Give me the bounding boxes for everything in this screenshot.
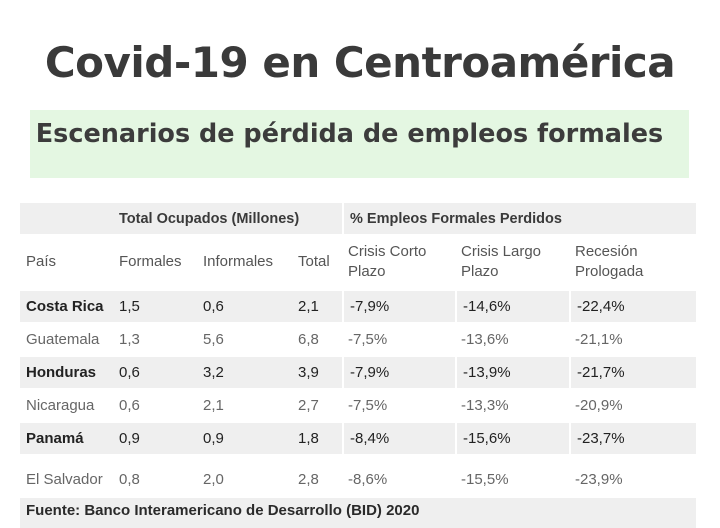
employment-table: Total Ocupados (Millones) % Empleos Form… [20,203,696,503]
column-header: Recesión Prologada [575,242,644,280]
table-cell: -8,4% [342,421,455,454]
country-cell: Nicaragua [20,388,113,421]
group-header-empty [20,203,113,234]
table-cell: 0,9 [113,421,197,454]
table-row: El Salvador 0,8 2,0 2,8 -8,6% -15,5% -23… [20,454,696,503]
table-cell: 0,6 [197,289,292,322]
table-cell: 0,8 [113,454,197,503]
country-cell: Guatemala [20,322,113,355]
subtitle-banner: Escenarios de pérdida de empleos formale… [30,110,689,178]
table-cell: 2,1 [197,388,292,421]
group-header-row: Total Ocupados (Millones) % Empleos Form… [20,203,696,234]
page-subtitle: Escenarios de pérdida de empleos formale… [35,119,664,149]
table-cell: 1,8 [292,421,342,454]
table-cell: -14,6% [455,289,569,322]
table-cell: 1,5 [113,289,197,322]
table-row: Nicaragua 0,6 2,1 2,7 -7,5% -13,3% -20,9… [20,388,696,421]
table-cell: -20,9% [569,388,696,421]
group-header-perdidos: % Empleos Formales Perdidos [342,203,696,234]
table-cell: 0,6 [113,355,197,388]
table-cell: -21,1% [569,322,696,355]
table-cell: -7,5% [342,322,455,355]
column-header: Crisis Largo Plazo [461,242,542,280]
column-header-row: País Formales Informales Total Crisis Co… [20,234,696,289]
country-cell: Costa Rica [20,289,113,322]
table-cell: -15,5% [455,454,569,503]
table-cell: -8,6% [342,454,455,503]
column-header: Informales [203,252,274,270]
table-cell: -13,9% [455,355,569,388]
table-cell: -23,9% [569,454,696,503]
table-cell: 2,7 [292,388,342,421]
table-cell: -15,6% [455,421,569,454]
table-cell: -13,6% [455,322,569,355]
table-cell: 2,8 [292,454,342,503]
table-cell: 6,8 [292,322,342,355]
table-cell: 0,6 [113,388,197,421]
table-cell: 0,9 [197,421,292,454]
table-cell: -7,9% [342,355,455,388]
table-cell: 1,3 [113,322,197,355]
table-row: Guatemala 1,3 5,6 6,8 -7,5% -13,6% -21,1… [20,322,696,355]
table-cell: 3,2 [197,355,292,388]
source-note: Fuente: Banco Interamericano de Desarrol… [20,498,696,528]
country-cell: Honduras [20,355,113,388]
table-cell: 3,9 [292,355,342,388]
table-cell: -22,4% [569,289,696,322]
table-row: Panamá 0,9 0,9 1,8 -8,4% -15,6% -23,7% [20,421,696,454]
country-cell: El Salvador [20,454,113,503]
table-row: Costa Rica 1,5 0,6 2,1 -7,9% -14,6% -22,… [20,289,696,322]
table-cell: -7,9% [342,289,455,322]
table-cell: 2,1 [292,289,342,322]
group-header-ocupados: Total Ocupados (Millones) [113,203,342,234]
country-cell: Panamá [20,421,113,454]
page-title: Covid-19 en Centroamérica [44,38,676,87]
table-cell: 2,0 [197,454,292,503]
table-cell: -21,7% [569,355,696,388]
column-header: Crisis Corto Plazo [348,242,427,280]
table-cell: -13,3% [455,388,569,421]
column-header: Total [298,252,330,270]
table-cell: -23,7% [569,421,696,454]
table-cell: -7,5% [342,388,455,421]
column-header: Formales [119,252,182,270]
column-header: País [26,252,57,270]
table-row: Honduras 0,6 3,2 3,9 -7,9% -13,9% -21,7% [20,355,696,388]
table-cell: 5,6 [197,322,292,355]
